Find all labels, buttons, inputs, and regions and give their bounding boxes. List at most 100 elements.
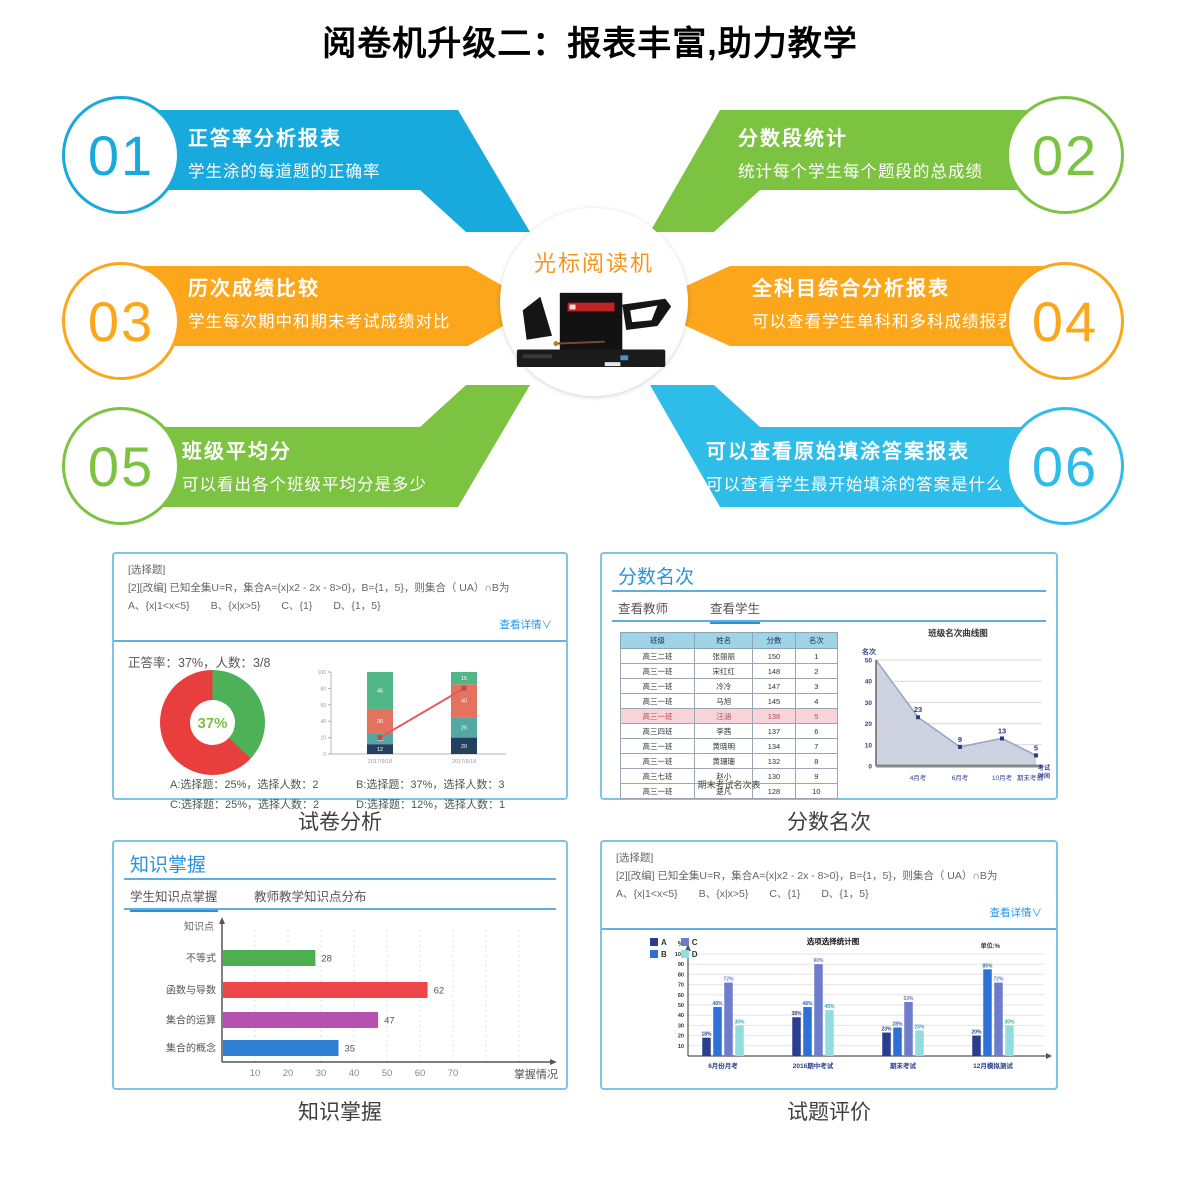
feature-ribbon-02: 分数段统计 统计每个学生每个题段的总成绩 (650, 110, 1062, 232)
svg-text:集合的概念: 集合的概念 (166, 1042, 216, 1055)
svg-text:期末考试: 期末考试 (890, 1061, 917, 1070)
score-table-cell: 132 (752, 753, 796, 769)
svg-text:期末考试: 期末考试 (1017, 773, 1044, 782)
score-trend-chart: 020406080100121330452017/9/1820254015201… (318, 670, 506, 765)
svg-text:集合的运算: 集合的运算 (166, 1014, 216, 1027)
view-detail-link[interactable]: 查看详情∨ (989, 907, 1043, 920)
score-table-row[interactable]: 高三一班 马旭 145 4 (619, 693, 839, 709)
svg-text:70: 70 (448, 1068, 459, 1079)
panel-caption-evaluation: 试题评价 (787, 1101, 871, 1124)
legend-swatch (680, 950, 689, 958)
svg-text:85%: 85% (982, 963, 993, 969)
svg-text:72%: 72% (723, 977, 734, 983)
score-table-cell: 138 (752, 708, 796, 724)
score-table-cell: 高三一班 (619, 678, 696, 694)
option-legend: A:选择题：25%，选择人数：2 B:选择题：37%，选择人数：3 C:选择题：… (170, 776, 562, 812)
score-table-cell: 5 (794, 708, 839, 724)
svg-text:6月考: 6月考 (952, 774, 969, 782)
question-block: [选择题] [2][改编] 已知全集U=R，集合A={x|x2 - 2x - 8… (114, 554, 566, 642)
svg-text:25: 25 (461, 725, 467, 731)
svg-text:20: 20 (461, 744, 467, 750)
svg-text:30%: 30% (1004, 1019, 1015, 1025)
svg-text:30%: 30% (734, 1019, 745, 1025)
score-table-row[interactable]: 高三一班 黄珊珊 132 8 (619, 753, 839, 769)
feature-desc: 可以查看学生单科和多科成绩报表 (752, 313, 1015, 331)
svg-text:18%: 18% (701, 1032, 712, 1038)
feature-desc: 学生涂的每道题的正确率 (188, 163, 381, 181)
score-table-row[interactable]: 高三一班 冷冷 147 3 (619, 678, 839, 694)
tab-view-teacher[interactable]: 查看教师 (618, 602, 669, 616)
score-table-row[interactable]: 高三一班 汪涵 138 5 (619, 708, 839, 724)
score-table-cell: 147 (752, 678, 796, 694)
score-table-cell: 高三一班 (619, 738, 696, 754)
eval-grouped-bar-chart: 选项选择统计图单位:%%10203040506070809010018%48%7… (675, 936, 1052, 1070)
divider (124, 908, 556, 910)
score-table-row[interactable]: 高三一班 黄晓明 134 7 (619, 738, 839, 754)
svg-text:班级名次曲线图: 班级名次曲线图 (928, 628, 988, 638)
divider (124, 878, 556, 880)
score-table-cell: 黄晓明 (694, 738, 754, 754)
score-table-row[interactable]: 高三二班 张丽丽 150 1 (619, 648, 839, 664)
svg-text:25%: 25% (914, 1025, 925, 1031)
feature-ribbon-04: 全科目综合分析报表 可以查看学生单科和多科成绩报表 (642, 266, 1062, 346)
svg-text:40: 40 (320, 719, 326, 725)
score-table-cell: 高三一班 (619, 753, 696, 769)
question-tag: [选择题] (616, 852, 654, 864)
svg-text:40: 40 (461, 699, 467, 705)
eval-legend-item-c: C (680, 938, 698, 947)
tab-view-student[interactable]: 查看学生 (710, 598, 761, 624)
svg-text:4月考: 4月考 (910, 774, 927, 782)
svg-text:5: 5 (1034, 743, 1038, 752)
svg-text:2017/9/18: 2017/9/18 (368, 759, 392, 765)
score-table-cell: 150 (752, 648, 796, 664)
rank-panel-title: 分数名次 (618, 567, 695, 588)
question-body: [2][改编] 已知全集U=R，集合A={x|x2 - 2x - 8>0}，B=… (616, 869, 998, 882)
question-options: A、{x|1<x<5} B、{x|x>5} C、{1} D、{1，5} (616, 887, 869, 900)
eval-legend-item-b: B (650, 950, 667, 959)
score-table-cell: 冷冷 (694, 678, 754, 694)
legend-swatch (650, 950, 658, 958)
svg-text:30: 30 (316, 1068, 327, 1079)
svg-text:50: 50 (865, 658, 873, 665)
score-table-row[interactable]: 高三一班 楚凡 128 10 (619, 783, 839, 799)
svg-text:28: 28 (321, 954, 332, 965)
score-table-cell: 1 (794, 648, 839, 664)
svg-text:48%: 48% (712, 1001, 723, 1007)
score-table-header: 班级 (619, 632, 696, 649)
feature-title: 分数段统计 (738, 128, 848, 150)
question-body: [2][改编] 已知全集U=R，集合A={x|x2 - 2x - 8>0}，B=… (128, 581, 510, 594)
question-tag: [选择题] (128, 564, 166, 576)
legend-item-b: B:选择题：37%，选择人数：3 (356, 779, 505, 791)
svg-text:知识点: 知识点 (184, 920, 214, 933)
score-table-header: 分数 (752, 632, 796, 649)
svg-text:70: 70 (678, 983, 684, 989)
svg-text:30: 30 (678, 1023, 684, 1029)
svg-text:20: 20 (320, 736, 326, 742)
score-table-row[interactable]: 高三一班 宋红红 148 2 (619, 663, 839, 679)
view-detail-link[interactable]: 查看详情∨ (499, 619, 553, 632)
svg-text:名次: 名次 (862, 647, 876, 656)
svg-text:0: 0 (868, 764, 872, 771)
feature-desc: 可以查看学生最开始填涂的答案是什么 (706, 476, 1004, 494)
svg-text:10月考: 10月考 (992, 774, 1013, 782)
score-table-cell: 李茜 (694, 723, 754, 739)
score-table-wrap: 班级 姓名 分数 名次 高三二班 张丽丽 150 1 高三一班 宋红红 148 2 高三一班 冷冷 147 3… (619, 632, 839, 799)
svg-text:53%: 53% (903, 996, 914, 1002)
svg-text:掌握情况: 掌握情况 (514, 1067, 558, 1081)
legend-item-a: A:选择题：25%，选择人数：2 (170, 779, 319, 791)
svg-text:12: 12 (377, 747, 383, 753)
feature-number-05: 05 (62, 407, 180, 525)
panel-caption-rank: 分数名次 (787, 811, 871, 834)
svg-text:30: 30 (377, 719, 383, 725)
tab-teacher-knowledge[interactable]: 教师教学知识点分布 (254, 890, 367, 904)
tab-student-knowledge[interactable]: 学生知识点掌握 (130, 886, 218, 912)
score-table-cell: 10 (794, 783, 839, 799)
svg-text:单位:%: 单位:% (981, 942, 1001, 950)
score-table-cell: 高三二班 (619, 648, 696, 664)
feature-desc: 学生每次期中和期末考试成绩对比 (188, 313, 451, 331)
knowledge-bar-chart: 知识点 28 不等式 62 函数与导数 47 集合的运算 35 集合的概念 10 20 30 40 50 6… (166, 917, 558, 1081)
feature-number-01: 01 (62, 96, 180, 214)
svg-text:60: 60 (320, 703, 326, 709)
score-table-cell: 宋红红 (694, 663, 754, 679)
score-table-row[interactable]: 高三四班 李茜 137 6 (619, 723, 839, 739)
